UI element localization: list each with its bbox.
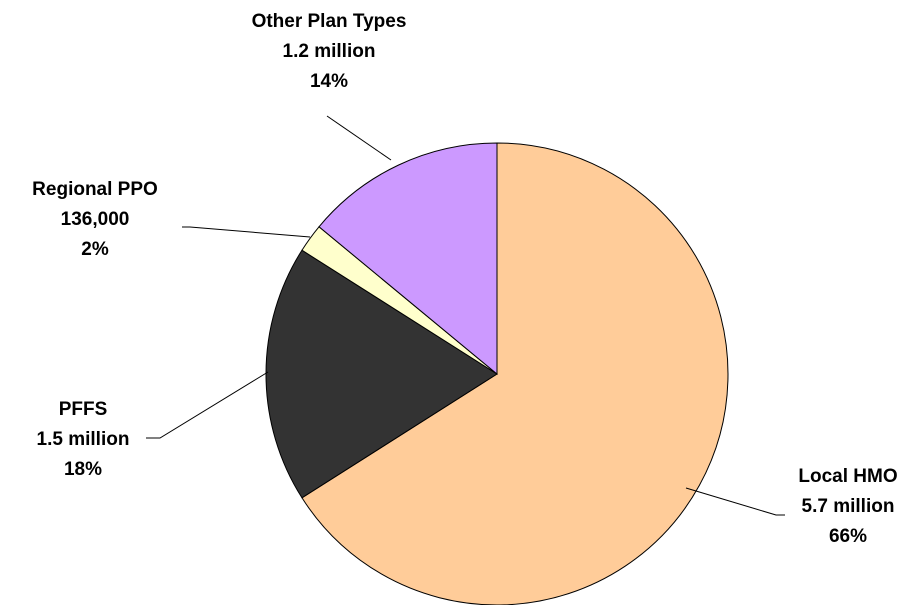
slice-label-line: 2% [81,239,109,260]
slice-label-line: 1.2 million [283,41,376,62]
slice-label-other-plan-types: Other Plan Types 1.2 million 14% [252,11,407,92]
slice-label-line: 1.5 million [37,429,130,450]
pie-slice-other-plan-types [318,142,498,376]
slice-label-line: 5.7 million [802,496,895,517]
pie-slice-local-hmo [301,142,729,605]
slice-label-line: Regional PPO [32,179,158,200]
pie-slices [265,142,729,605]
leader-line-regional-ppo [182,226,311,238]
slice-label-regional-ppo: Regional PPO 136,000 2% [32,179,158,260]
leader-lines [146,115,785,516]
leader-line-local-hmo [685,487,785,516]
pie-slice-pffs [265,249,498,499]
slice-labels: Local HMO 5.7 million 66% PFFS 1.5 million 18… [32,11,897,547]
slice-label-line: 18% [64,459,102,480]
slice-label-pffs: PFFS 1.5 million 18% [37,399,130,480]
leader-line-pffs [146,371,269,439]
slice-label-line: 14% [310,71,348,92]
slice-label-line: 66% [829,526,867,547]
leader-line-other-plan-types [326,115,392,161]
slice-label-line: 136,000 [61,209,130,230]
slice-label-line: Local HMO [798,466,897,487]
slice-label-local-hmo: Local HMO 5.7 million 66% [798,466,897,547]
slice-label-line: Other Plan Types [252,11,407,32]
slice-label-line: PFFS [59,399,108,420]
